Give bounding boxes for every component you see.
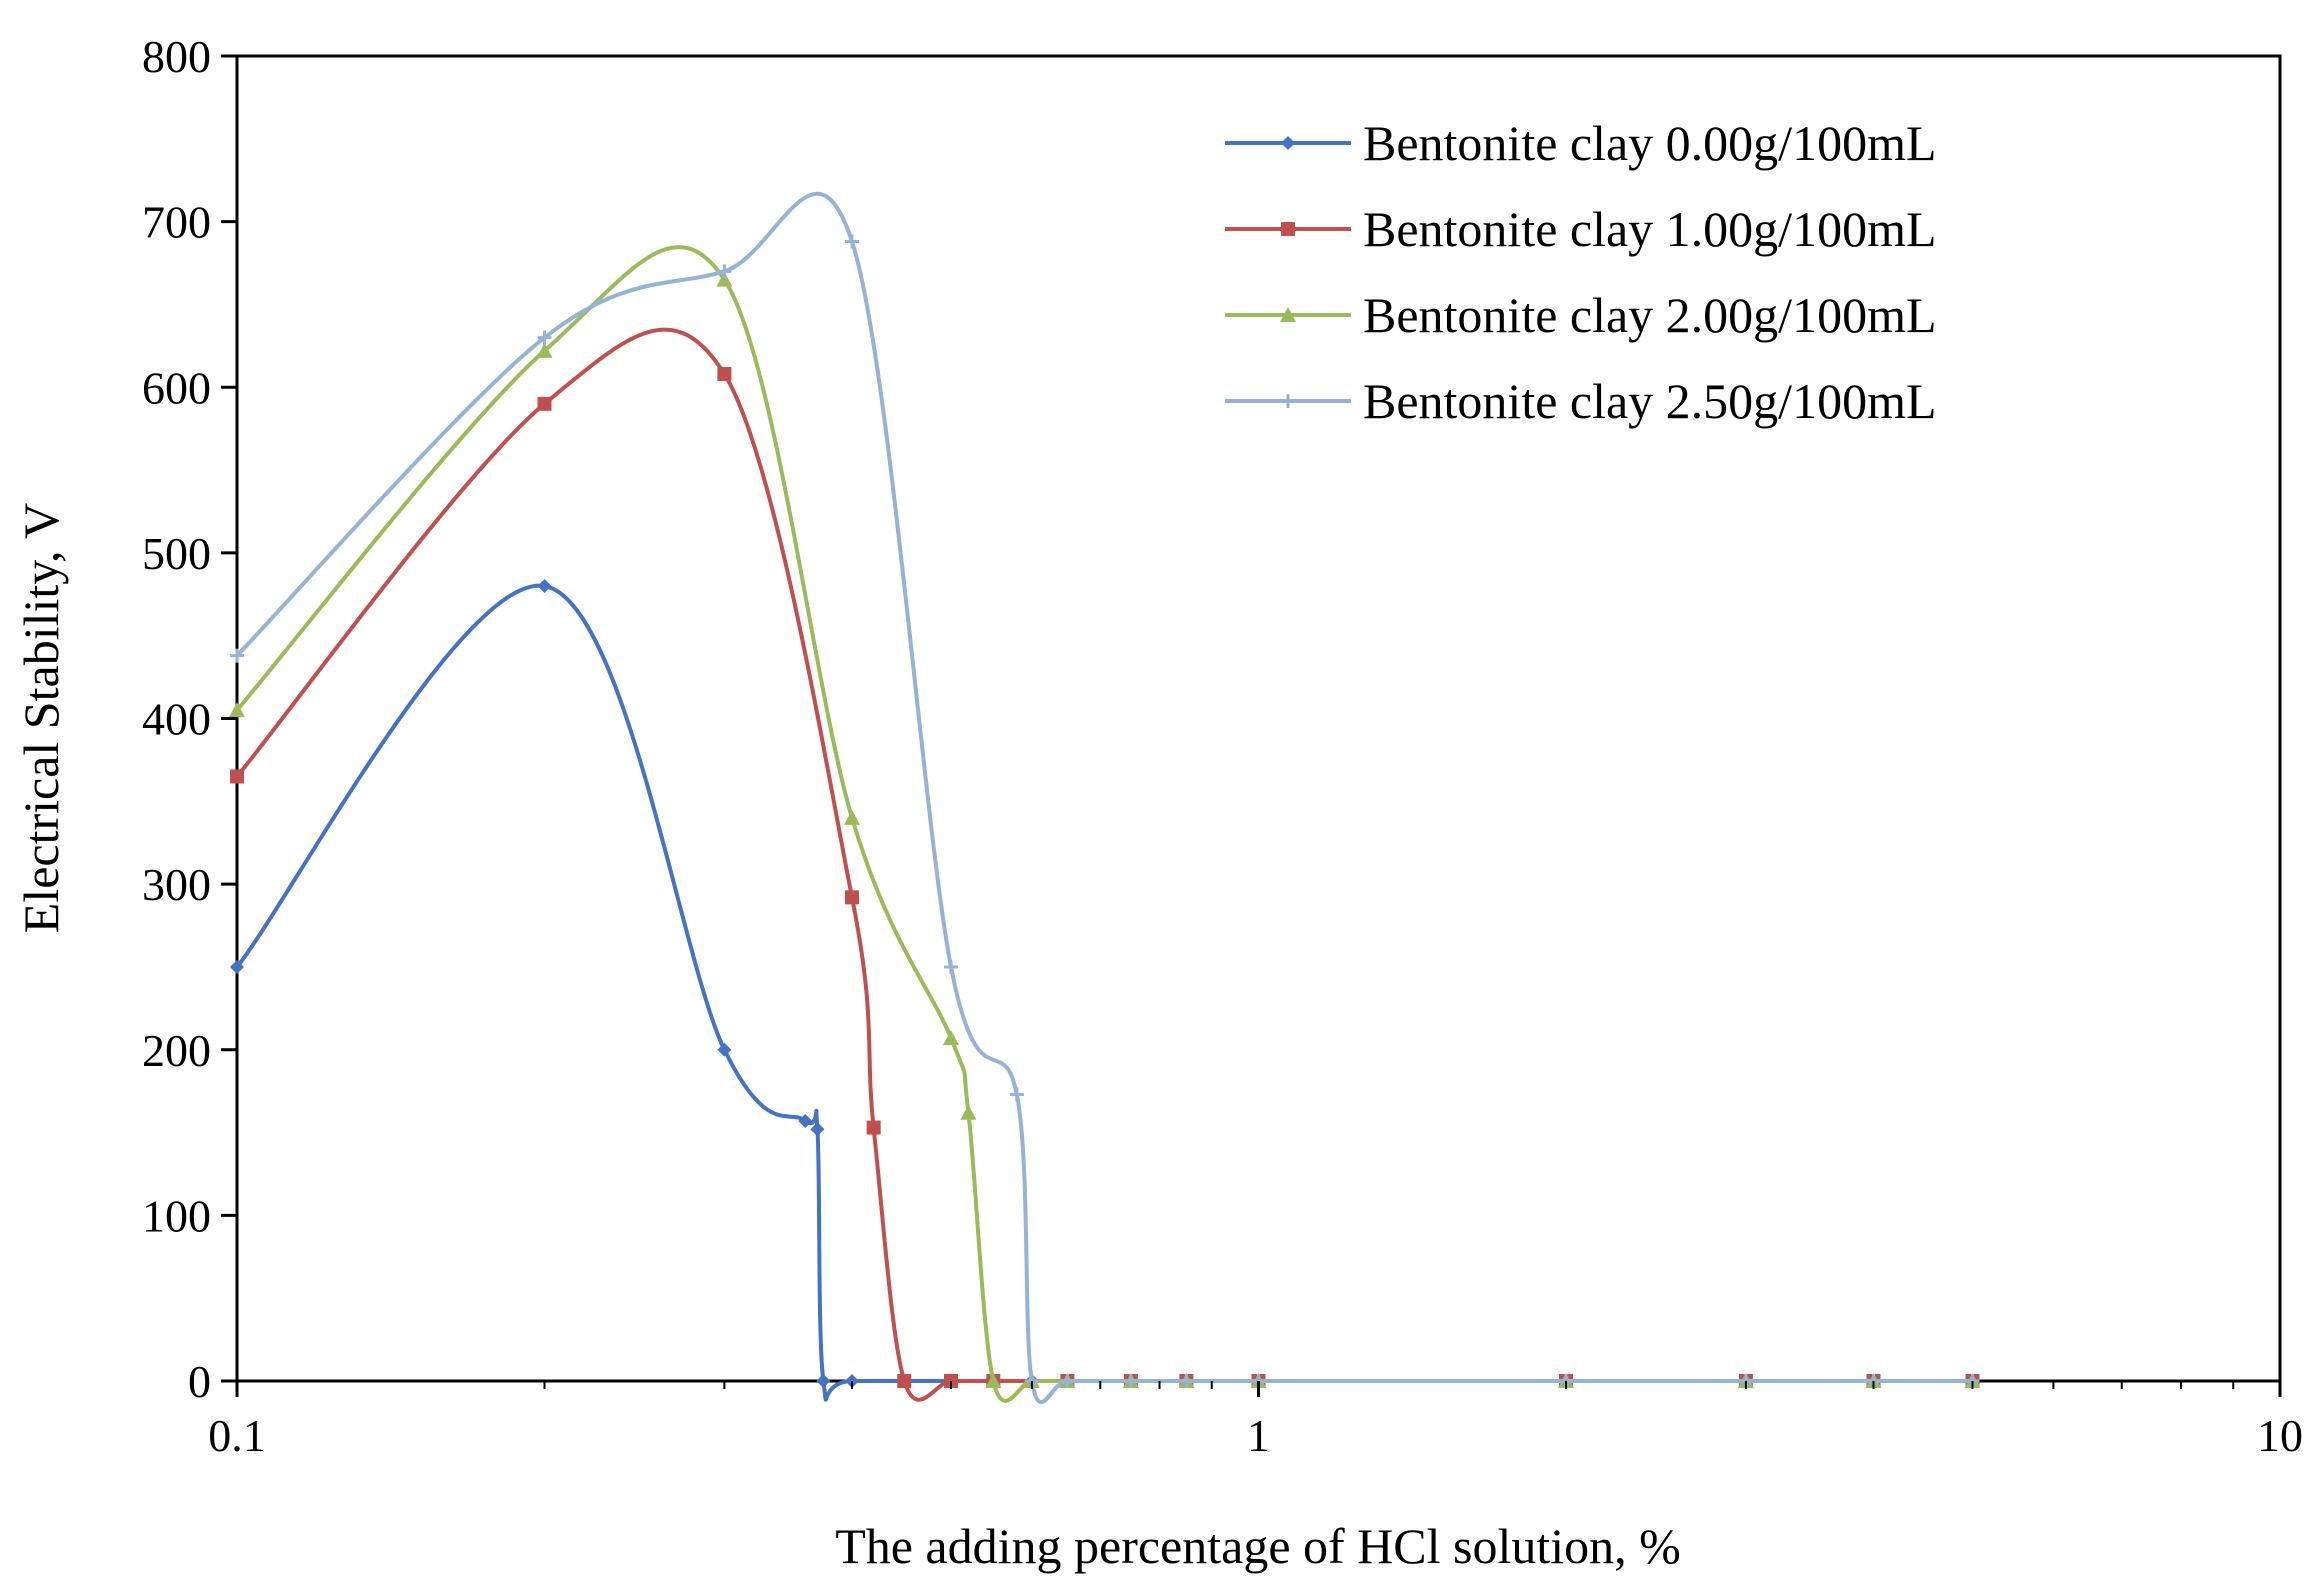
legend-item: Bentonite clay 0.00g/100mL: [1225, 115, 1937, 171]
legend-marker: [1281, 394, 1295, 408]
legend-label: Bentonite clay 0.00g/100mL: [1363, 115, 1937, 171]
data-point: [943, 959, 958, 974]
x-tick-label: 0.1: [208, 1410, 266, 1461]
legend-item: Bentonite clay 1.00g/100mL: [1225, 201, 1937, 257]
data-point: [717, 1042, 732, 1057]
data-point: [960, 1104, 977, 1120]
legend-marker: [1281, 136, 1295, 150]
data-point: [536, 342, 553, 358]
data-point: [897, 1374, 912, 1388]
series-layer: [229, 192, 1981, 1405]
data-point: [845, 890, 860, 905]
data-point: [229, 702, 245, 718]
y-tick-label: 800: [142, 31, 211, 82]
legend-label: Bentonite clay 1.00g/100mL: [1363, 201, 1937, 257]
data-point: [1060, 1374, 1075, 1388]
data-point: [230, 959, 244, 974]
data-point: [537, 330, 552, 345]
y-tick-label: 300: [142, 859, 211, 910]
data-point: [1009, 1087, 1024, 1102]
y-tick-label: 700: [142, 197, 211, 248]
legend-label: Bentonite clay 2.00g/100mL: [1363, 287, 1937, 343]
data-point: [798, 1113, 813, 1128]
y-tick-label: 100: [142, 1190, 211, 1241]
legend: Bentonite clay 0.00g/100mL Bentonite clay…: [1225, 115, 1937, 429]
legend-item: Bentonite clay 2.00g/100mL: [1225, 287, 1937, 343]
y-tick-label: 200: [142, 1025, 211, 1076]
data-point: [717, 367, 732, 381]
data-point: [985, 1373, 1002, 1388]
data-point: [537, 579, 552, 593]
y-tick-label: 500: [142, 528, 211, 579]
data-point: [942, 1030, 959, 1046]
data-point: [844, 809, 861, 825]
axes-layer: 0 100 200 300 400 500 600 700 800 0.1 1 10: [142, 31, 2303, 1461]
data-point: [810, 1122, 825, 1137]
data-point: [816, 1374, 831, 1388]
x-tick-label: 1: [1247, 1410, 1270, 1461]
legend-marker: [1281, 222, 1295, 236]
data-point: [230, 769, 244, 784]
legend-item: Bentonite clay 2.50g/100mL: [1225, 373, 1937, 429]
data-point: [1123, 1374, 1138, 1388]
data-point: [866, 1120, 881, 1135]
data-point: [717, 264, 732, 279]
y-axis-title: Electrical Stability, V: [13, 503, 69, 933]
data-point: [537, 396, 552, 411]
data-point: [845, 234, 860, 249]
y-tick-label: 400: [142, 694, 211, 745]
data-point: [1179, 1374, 1194, 1388]
y-tick-label: 600: [142, 362, 211, 413]
x-tick-label: 10: [2257, 1410, 2303, 1461]
y-tick-label: 0: [188, 1356, 211, 1407]
legend-label: Bentonite clay 2.50g/100mL: [1363, 373, 1937, 429]
data-point: [230, 648, 244, 663]
legend-marker: [1280, 307, 1296, 322]
x-axis-title: The adding percentage of HCl solution, %: [835, 1518, 1681, 1574]
data-point: [716, 271, 733, 287]
